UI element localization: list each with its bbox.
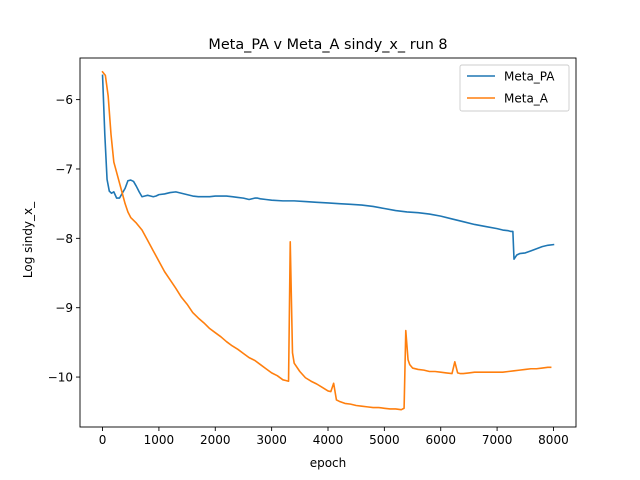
y-tick-label: −9 [55, 301, 73, 315]
legend: Meta_PA Meta_A [459, 64, 570, 112]
x-tick-label: 8000 [538, 433, 569, 447]
x-tick-label: 2000 [200, 433, 231, 447]
y-tick-label: −10 [48, 371, 73, 385]
y-tick-label: −6 [55, 93, 73, 107]
series-line-meta-a [101, 70, 552, 411]
x-axis-label: epoch [310, 456, 347, 470]
chart-title: Meta_PA v Meta_A sindy_x_ run 8 [208, 37, 447, 53]
x-tick-label: 3000 [256, 433, 287, 447]
y-tick-label: −7 [55, 162, 73, 176]
x-tick-label: 0 [99, 433, 107, 447]
legend-label-meta-a: Meta_A [504, 92, 549, 106]
x-tick-label: 5000 [369, 433, 400, 447]
plot-area: 0 1000 2000 3000 4000 5000 6000 7000 8000 −6 −7 −8 −… [48, 57, 577, 447]
x-tick-label: 6000 [425, 433, 456, 447]
series-line-meta-pa [101, 74, 555, 260]
y-tick-label: −8 [55, 232, 73, 246]
x-tick-label: 1000 [144, 433, 175, 447]
x-tick-label: 4000 [313, 433, 344, 447]
y-axis-label: Log sindy_x_ [21, 201, 35, 278]
x-tick-label: 7000 [482, 433, 513, 447]
legend-label-meta-pa: Meta_PA [504, 70, 555, 84]
